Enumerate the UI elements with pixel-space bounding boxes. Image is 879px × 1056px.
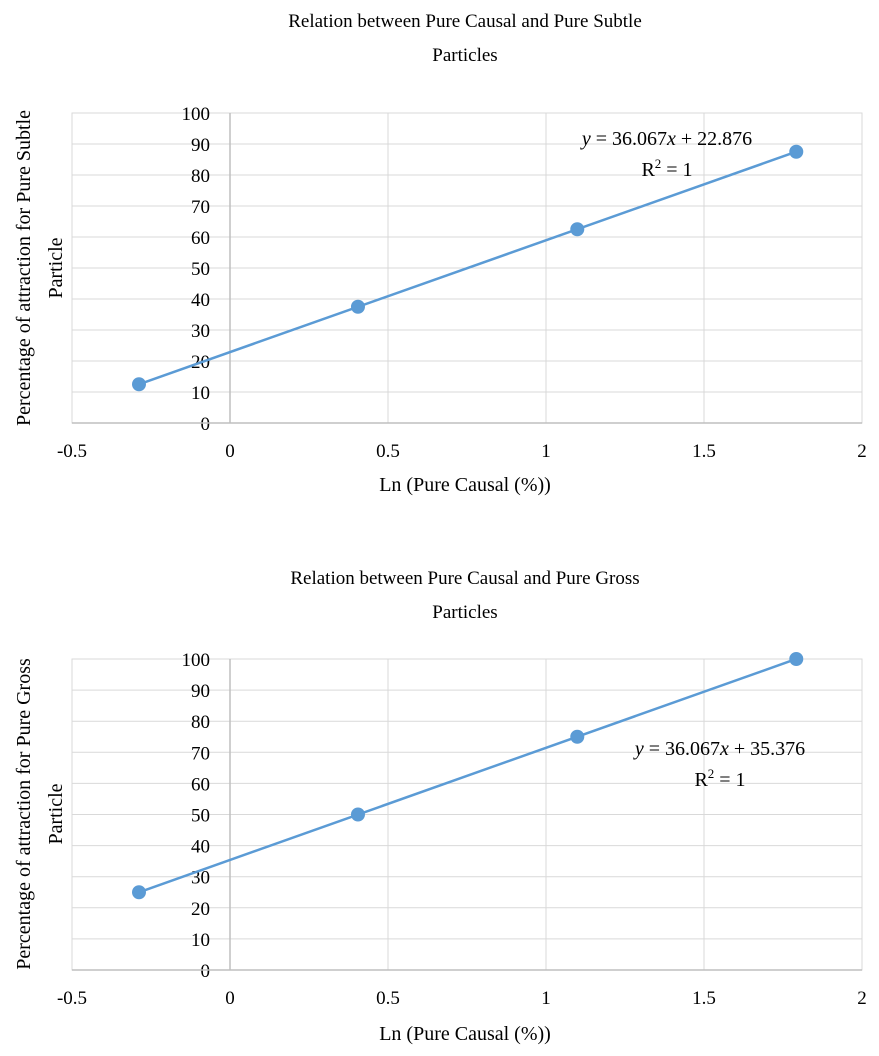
chart-2: Relation between Pure Causal and Pure Gr…	[13, 568, 867, 1045]
data-point	[789, 144, 804, 159]
y-tick-label: 0	[201, 961, 211, 982]
x-tick-label: 1.5	[692, 441, 716, 462]
x-tick-label: 2	[857, 988, 867, 1009]
data-point	[131, 885, 146, 900]
y-axis-label-line-2: Particle	[45, 783, 67, 844]
y-tick-label: 10	[191, 930, 210, 951]
chart-title-line-2: Particles	[432, 602, 497, 623]
data-point	[570, 729, 585, 744]
x-tick-label: 0.5	[376, 988, 400, 1009]
y-tick-label: 70	[191, 197, 210, 218]
trendline-equation: y = 36.067x + 35.376	[633, 738, 805, 760]
trendline-equation: y = 36.067x + 22.876	[580, 128, 752, 150]
y-tick-label: 80	[191, 712, 210, 733]
y-tick-label: 100	[182, 104, 211, 125]
chart-1: Relation between Pure Causal and Pure Su…	[13, 11, 867, 496]
y-tick-label: 100	[182, 650, 211, 671]
y-axis-label-line-1: Percentage of attraction for Pure Gross	[13, 658, 35, 970]
y-tick-label: 60	[191, 228, 210, 249]
data-point	[350, 807, 365, 822]
y-tick-label: 20	[191, 899, 210, 920]
x-tick-label: 0	[225, 988, 235, 1009]
x-tick-label: 0.5	[376, 441, 400, 462]
y-tick-label: 30	[191, 321, 210, 342]
data-point	[350, 299, 365, 314]
x-tick-label: 2	[857, 441, 867, 462]
y-tick-label: 40	[191, 837, 210, 858]
x-tick-label: 1	[541, 988, 551, 1009]
trendline	[138, 150, 797, 386]
data-point	[789, 652, 804, 666]
chart-title-line-1: Relation between Pure Causal and Pure Su…	[288, 11, 642, 32]
x-tick-label: -0.5	[57, 988, 87, 1009]
r-squared-label: R2 = 1	[641, 156, 692, 181]
y-tick-label: 50	[191, 806, 210, 827]
y-axis-label-line-1: Percentage of attraction for Pure Subtle	[13, 110, 35, 426]
y-tick-label: 60	[191, 774, 210, 795]
x-tick-label: 1.5	[692, 988, 716, 1009]
x-tick-label: 0	[225, 441, 235, 462]
trendline	[138, 657, 797, 894]
x-tick-label: -0.5	[57, 441, 87, 462]
x-axis-label: Ln (Pure Causal (%))	[379, 474, 551, 496]
y-tick-label: 90	[191, 681, 210, 702]
x-axis-label: Ln (Pure Causal (%))	[379, 1023, 551, 1045]
y-tick-label: 70	[191, 743, 210, 764]
chart-title-line-1: Relation between Pure Causal and Pure Gr…	[290, 568, 639, 589]
y-tick-label: 0	[201, 414, 211, 435]
r-squared-label: R2 = 1	[694, 766, 745, 791]
data-point	[131, 377, 146, 392]
y-axis-label-line-2: Particle	[45, 237, 67, 298]
y-tick-label: 80	[191, 166, 210, 187]
y-tick-label: 10	[191, 383, 210, 404]
y-tick-label: 50	[191, 259, 210, 280]
y-tick-label: 40	[191, 290, 210, 311]
x-tick-label: 1	[541, 441, 551, 462]
data-point	[570, 222, 585, 237]
y-tick-label: 90	[191, 135, 210, 156]
chart-title-line-2: Particles	[432, 45, 497, 66]
